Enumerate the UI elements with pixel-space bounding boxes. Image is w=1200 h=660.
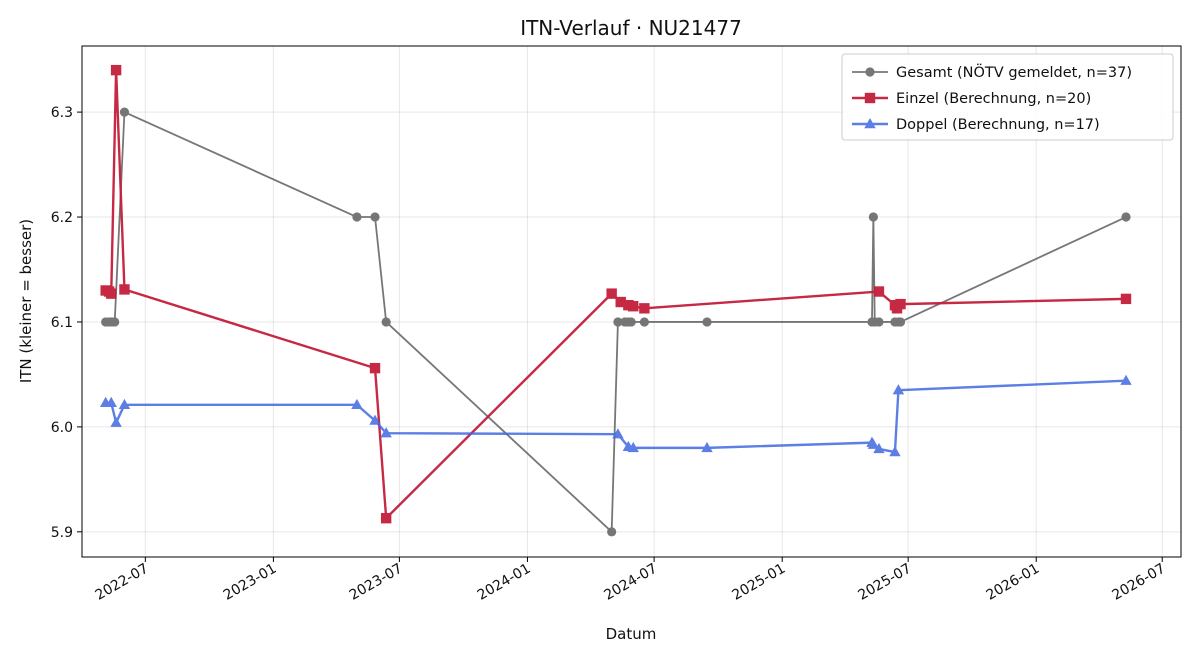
series-3-point [1120,374,1132,385]
series-3-point [627,441,639,453]
series-3-point [380,427,392,438]
series-1-point [370,212,380,222]
y-axis-label: ITN (kleiner = besser) [17,219,35,383]
series-1-point [895,317,906,327]
series-3-point [612,428,624,439]
series-2-point [639,303,650,314]
series-1-point [874,317,884,327]
y-tick-label: 6.1 [51,315,73,331]
series-1-point [613,317,623,327]
series-3-point [351,398,363,410]
y-axis: 5.9 6.0 6.1 6.2 6.3 [51,105,82,541]
legend-entry-1 [852,67,888,77]
series-2-point [110,64,122,76]
series-3-point [889,446,901,457]
series-1-point [702,317,712,327]
series-3-point [118,398,131,410]
series-1-point [110,317,120,327]
x-axis-label: Datum [606,625,657,643]
series-1-point [119,107,130,117]
legend-label-3: Doppel (Berechnung, n=17) [896,117,1100,133]
series-3-point [873,442,885,454]
legend-entry-2 [852,92,888,104]
series-2-point [369,362,381,374]
series-1-point [868,212,878,222]
series-3-point [110,416,122,427]
series-1-point [639,317,649,327]
series-2-point [119,284,130,295]
series-2-point [628,301,639,312]
legend-marker-3 [864,118,876,129]
series-3-point [369,414,381,425]
series-layer [99,64,1132,537]
series-1-point [1121,212,1131,222]
series-2-point [615,296,626,308]
legend-label-1: Gesamt (NÖTV gemeldet, n=37) [896,63,1132,81]
series-3-point [892,384,905,395]
series-1-point [381,317,391,327]
series-3 [99,374,1132,457]
series-3-point [867,438,880,449]
y-tick-label: 6.0 [51,420,73,436]
chart-title: ITN-Verlauf · NU21477 [520,16,742,40]
series-2-point [380,512,392,524]
legend-label-2: Einzel (Berechnung, n=20) [896,91,1091,107]
legend-entry-3 [852,118,888,129]
legend-box [841,53,1174,141]
y-tick-label: 6.3 [51,105,73,121]
series-1-point [607,527,617,537]
y-tick-label: 5.9 [51,525,73,541]
y-tick-label: 6.2 [51,210,73,226]
series-2-point [873,286,885,297]
plot-frame [81,45,1182,558]
series-2-point [606,288,617,299]
series-1 [101,107,1131,537]
series-2 [100,64,1132,524]
series-2-point [106,288,117,299]
series-3-point [105,396,117,407]
legend: Gesamt (NÖTV gemeldet, n=37) Einzel (Bere… [841,53,1174,141]
legend-marker-1 [865,67,875,77]
series-1-point [626,317,636,327]
series-2-point [1120,293,1132,305]
series-3-point [701,441,713,453]
series-2-point [895,298,906,310]
legend-marker-2 [864,92,876,104]
series-1-point [352,212,362,222]
